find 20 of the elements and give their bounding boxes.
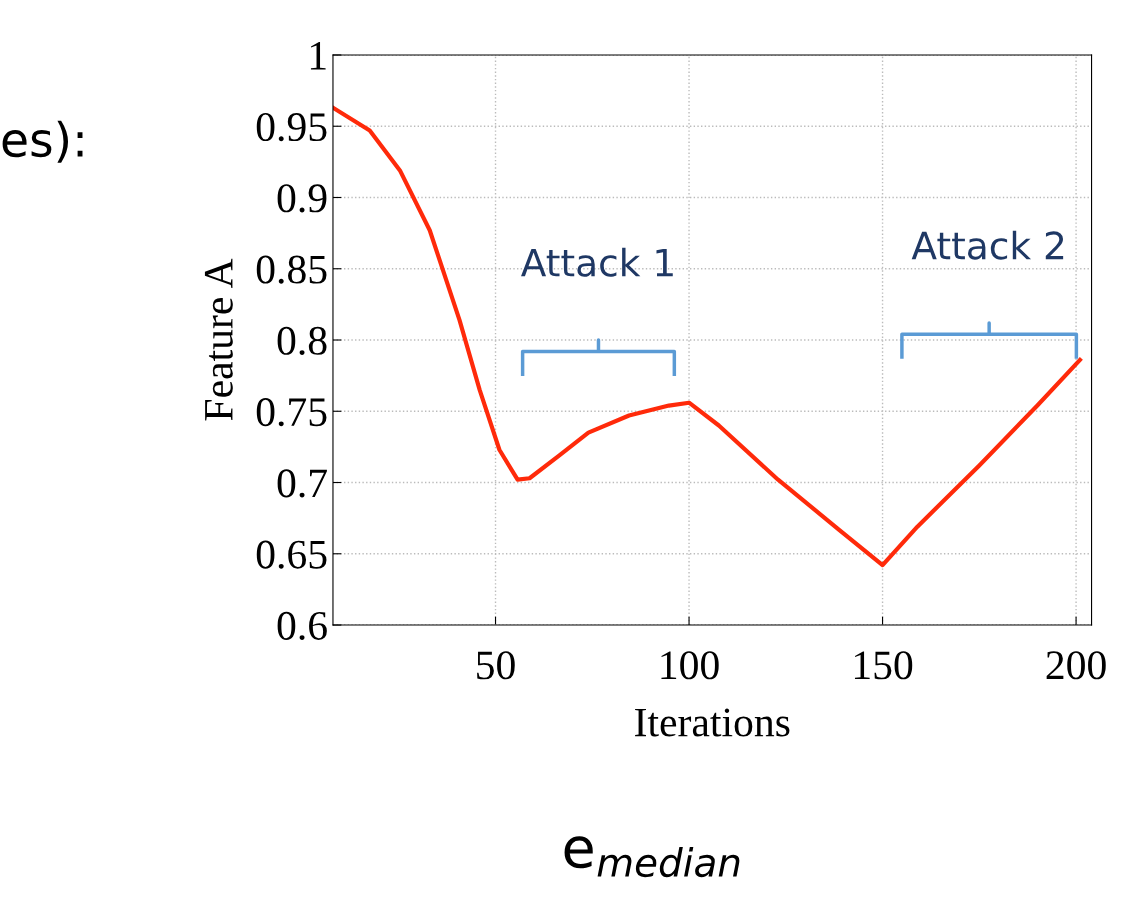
y-tick-label: 0.7 xyxy=(277,469,327,498)
x-tick-label: 200 xyxy=(1046,651,1106,680)
x-tick-label: 50 xyxy=(477,651,515,680)
annotation: Attack 2 xyxy=(911,230,1064,260)
y-tick-label: 0.9 xyxy=(277,184,327,213)
text: es): xyxy=(2,120,83,163)
line-series xyxy=(332,105,1083,568)
x-axis-title: Iterations xyxy=(635,708,790,737)
y-axis-title: Feature A xyxy=(204,258,233,421)
y-tick-label: 0.8 xyxy=(277,326,327,356)
y-tick-label: 0.95 xyxy=(256,112,327,142)
text: e$_{median}$ xyxy=(564,836,740,878)
y-tick-label: 0.65 xyxy=(256,540,327,569)
y-tick-label: 0.75 xyxy=(256,398,327,427)
y-tick-label: 0.85 xyxy=(256,255,327,284)
annotation: Attack 1 xyxy=(521,247,673,277)
y-tick-label: 0.6 xyxy=(277,611,327,641)
x-tick-label: 150 xyxy=(854,651,913,680)
x-tick-label: 100 xyxy=(661,651,719,680)
y-tick-label: 1 xyxy=(310,41,326,70)
